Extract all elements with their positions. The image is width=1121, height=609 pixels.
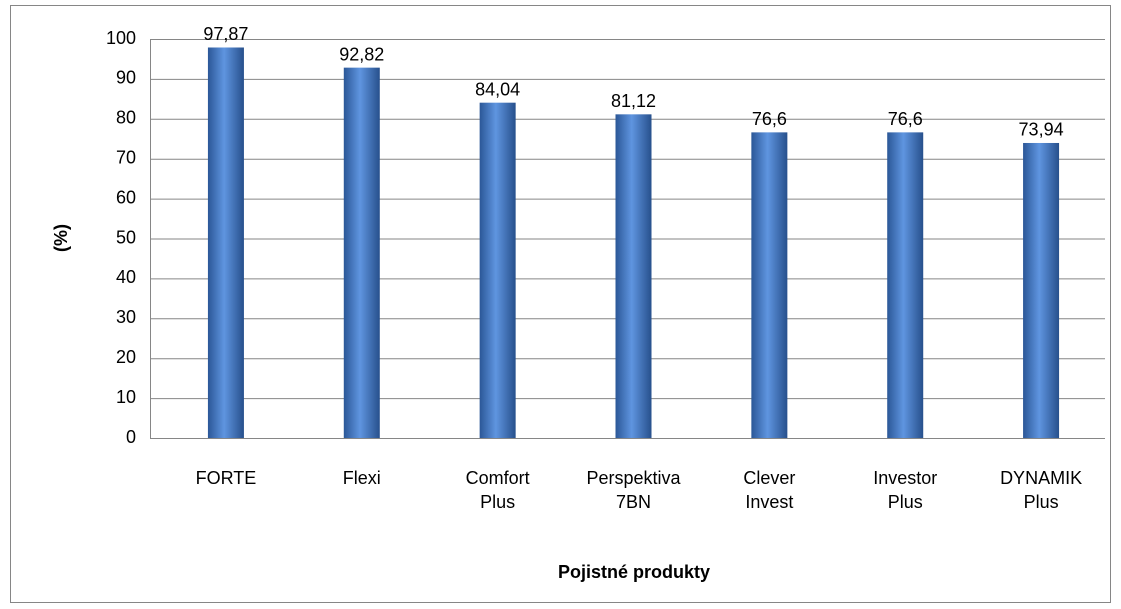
x-tick-label: Clever Invest <box>743 468 795 512</box>
bar <box>615 114 652 438</box>
y-tick-label: 70 <box>116 147 136 167</box>
x-tick-label: Perspektiva 7BN <box>586 468 681 512</box>
bar <box>207 47 244 439</box>
y-tick-label: 20 <box>116 347 136 367</box>
y-tick-label: 40 <box>116 267 136 287</box>
x-tick-label: DYNAMIK Plus <box>1000 468 1082 512</box>
x-axis-label: Pojistné produkty <box>558 562 710 582</box>
data-label: 76,6 <box>888 109 923 129</box>
bar <box>479 102 516 439</box>
data-label: 76,6 <box>752 109 787 129</box>
y-tick-label: 80 <box>116 108 136 128</box>
data-label: 92,82 <box>339 44 384 64</box>
y-axis-label: (%) <box>51 224 71 252</box>
data-label: 97,87 <box>203 24 248 44</box>
data-label: 84,04 <box>475 79 520 99</box>
y-tick-label: 10 <box>116 387 136 407</box>
x-tick-label: Flexi <box>343 468 381 488</box>
y-tick-label: 60 <box>116 187 136 207</box>
x-tick-label: Comfort Plus <box>466 468 530 512</box>
bar <box>751 132 788 438</box>
x-tick-label: FORTE <box>196 468 257 488</box>
y-tick-label: 90 <box>116 68 136 88</box>
chart-border <box>10 5 1111 603</box>
bar <box>1023 142 1060 438</box>
data-label: 73,94 <box>1019 120 1064 140</box>
y-tick-label: 30 <box>116 307 136 327</box>
y-tick-label: 0 <box>126 427 136 447</box>
bar <box>343 67 380 439</box>
y-tick-label: 100 <box>106 28 136 48</box>
data-label: 81,12 <box>611 91 656 111</box>
bar <box>887 132 924 438</box>
x-tick-label: Investor Plus <box>873 468 937 512</box>
y-tick-label: 50 <box>116 227 136 247</box>
